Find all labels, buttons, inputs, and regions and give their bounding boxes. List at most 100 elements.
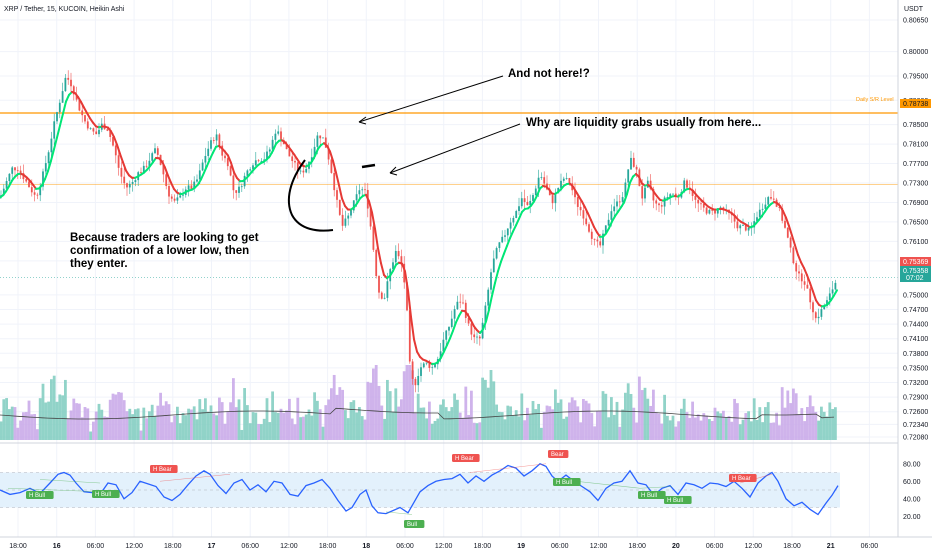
ma-segment	[230, 161, 235, 174]
candle-body	[742, 225, 744, 226]
candle-body	[294, 161, 296, 163]
candle-body	[291, 156, 294, 162]
volume-bar	[442, 399, 445, 440]
candle-body	[268, 149, 271, 152]
candle-body	[708, 209, 711, 214]
ma-segment	[329, 150, 334, 162]
volume-bar	[467, 414, 470, 440]
candle-body	[120, 167, 123, 177]
candle-body	[338, 199, 341, 215]
candle-body	[324, 137, 327, 148]
volume-bar	[444, 407, 448, 440]
candle-body	[616, 201, 618, 207]
candle-body	[532, 195, 534, 201]
volume-bar	[265, 398, 269, 440]
rsi-tick: 80.00	[903, 461, 921, 468]
volume-bar	[173, 415, 176, 440]
candle-body	[263, 159, 266, 161]
rsi-tag	[729, 474, 757, 482]
candle-body	[649, 180, 652, 190]
candle-body	[145, 165, 148, 167]
ma-segment	[581, 200, 586, 209]
candle-body	[61, 91, 64, 103]
chart-title: XRP / Tether, 15, KUCOIN, Heikin Ashi	[4, 6, 125, 13]
volume-bar	[632, 407, 636, 440]
time-axis[interactable]: 18:00 16 06:00 12:00 18:00 17 06:00 12:00 18:00 1…	[9, 543, 878, 550]
candle-body	[593, 238, 596, 240]
candle-body	[224, 155, 226, 159]
candle-body	[274, 133, 277, 140]
volume-bar	[184, 415, 188, 440]
volume-bar	[769, 422, 773, 440]
ma-segment	[41, 178, 46, 187]
volume-bar	[498, 411, 501, 440]
candle-body	[492, 258, 495, 273]
candle-body	[154, 148, 156, 154]
candle-body	[828, 293, 831, 301]
candle-body	[378, 276, 380, 293]
volume-bar	[106, 416, 109, 440]
ma-segment	[605, 227, 610, 235]
candle-body	[2, 188, 5, 196]
rsi-tag	[548, 450, 569, 458]
candle-body	[140, 172, 142, 173]
price-scale[interactable]: 0.806500.800000.795000.790000.785000.781…	[903, 18, 928, 442]
candle-body	[798, 271, 800, 274]
volume-bar	[162, 405, 165, 440]
candle-body	[456, 301, 459, 310]
candle-body	[420, 367, 422, 376]
candle-body	[610, 211, 613, 220]
candle-body	[439, 351, 442, 360]
volume-bar	[274, 412, 277, 440]
volume-bar	[783, 407, 787, 440]
volume-bar	[10, 406, 14, 440]
arrow-2	[389, 123, 521, 176]
ma-segment	[371, 211, 376, 230]
volume-bar	[229, 402, 232, 440]
candle-body	[464, 302, 467, 318]
candle-body	[574, 190, 576, 198]
countdown: 07:02	[906, 275, 924, 282]
volume-bar	[187, 408, 190, 440]
volume-bar	[114, 394, 118, 440]
volume-bar	[411, 370, 414, 440]
volume-bar	[764, 407, 767, 440]
candle-body	[627, 169, 630, 183]
volume-bar	[660, 423, 664, 440]
candle-body	[476, 336, 478, 338]
candle-body	[761, 208, 764, 210]
candle-body	[75, 94, 78, 100]
volume-bar	[741, 419, 745, 440]
candle-body	[582, 210, 585, 219]
ma-segment	[503, 244, 508, 255]
currency-label: USDT	[904, 6, 924, 13]
volume-bar	[136, 408, 140, 440]
candle-body	[599, 241, 602, 246]
volume-bar	[652, 389, 655, 440]
volume-bar	[220, 402, 224, 440]
volume-bar	[125, 411, 129, 440]
volume-bar	[447, 411, 451, 440]
ma-segment	[833, 289, 838, 297]
volume-bar	[537, 403, 540, 440]
divergence-line	[159, 473, 231, 482]
volume-bar	[556, 402, 560, 440]
candle-body	[406, 282, 408, 311]
volume-bar	[484, 379, 487, 440]
candle-body	[36, 194, 39, 196]
ma-segment	[791, 234, 796, 247]
ma-segment	[326, 144, 331, 153]
candle-body	[739, 225, 742, 229]
candle-body	[70, 79, 72, 87]
rsi-tag	[638, 491, 666, 499]
time-label: 18:00	[783, 543, 801, 550]
volume-bar	[321, 426, 325, 440]
volume-bar	[316, 400, 319, 440]
volume-bar	[657, 413, 661, 440]
volume-bar	[789, 403, 792, 440]
volume-bar	[719, 413, 722, 440]
volume-bar	[514, 410, 518, 440]
ma-segment	[164, 166, 169, 177]
ma-segment	[65, 93, 70, 103]
candle-body	[352, 200, 355, 211]
